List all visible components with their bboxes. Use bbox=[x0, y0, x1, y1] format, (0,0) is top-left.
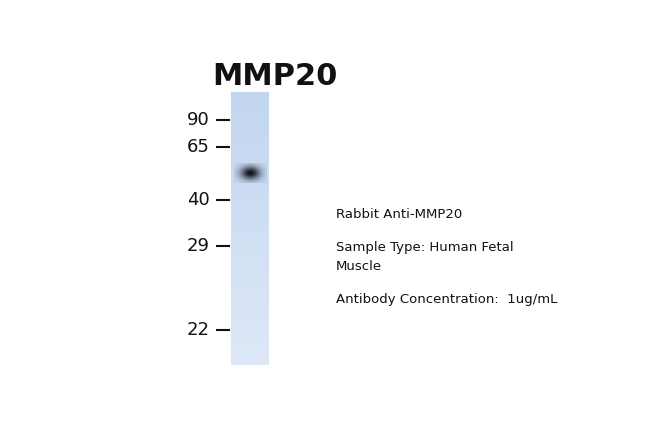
Text: 90: 90 bbox=[187, 111, 210, 129]
Text: Sample Type: Human Fetal: Sample Type: Human Fetal bbox=[335, 241, 514, 254]
Text: Antibody Concentration:  1ug/mL: Antibody Concentration: 1ug/mL bbox=[335, 293, 557, 306]
Text: 22: 22 bbox=[187, 321, 210, 339]
Text: 40: 40 bbox=[187, 191, 210, 209]
Text: MMP20: MMP20 bbox=[213, 62, 338, 91]
Text: Rabbit Anti-MMP20: Rabbit Anti-MMP20 bbox=[335, 208, 462, 221]
Text: 65: 65 bbox=[187, 138, 210, 156]
Text: 29: 29 bbox=[187, 238, 210, 255]
Text: Muscle: Muscle bbox=[335, 260, 382, 273]
